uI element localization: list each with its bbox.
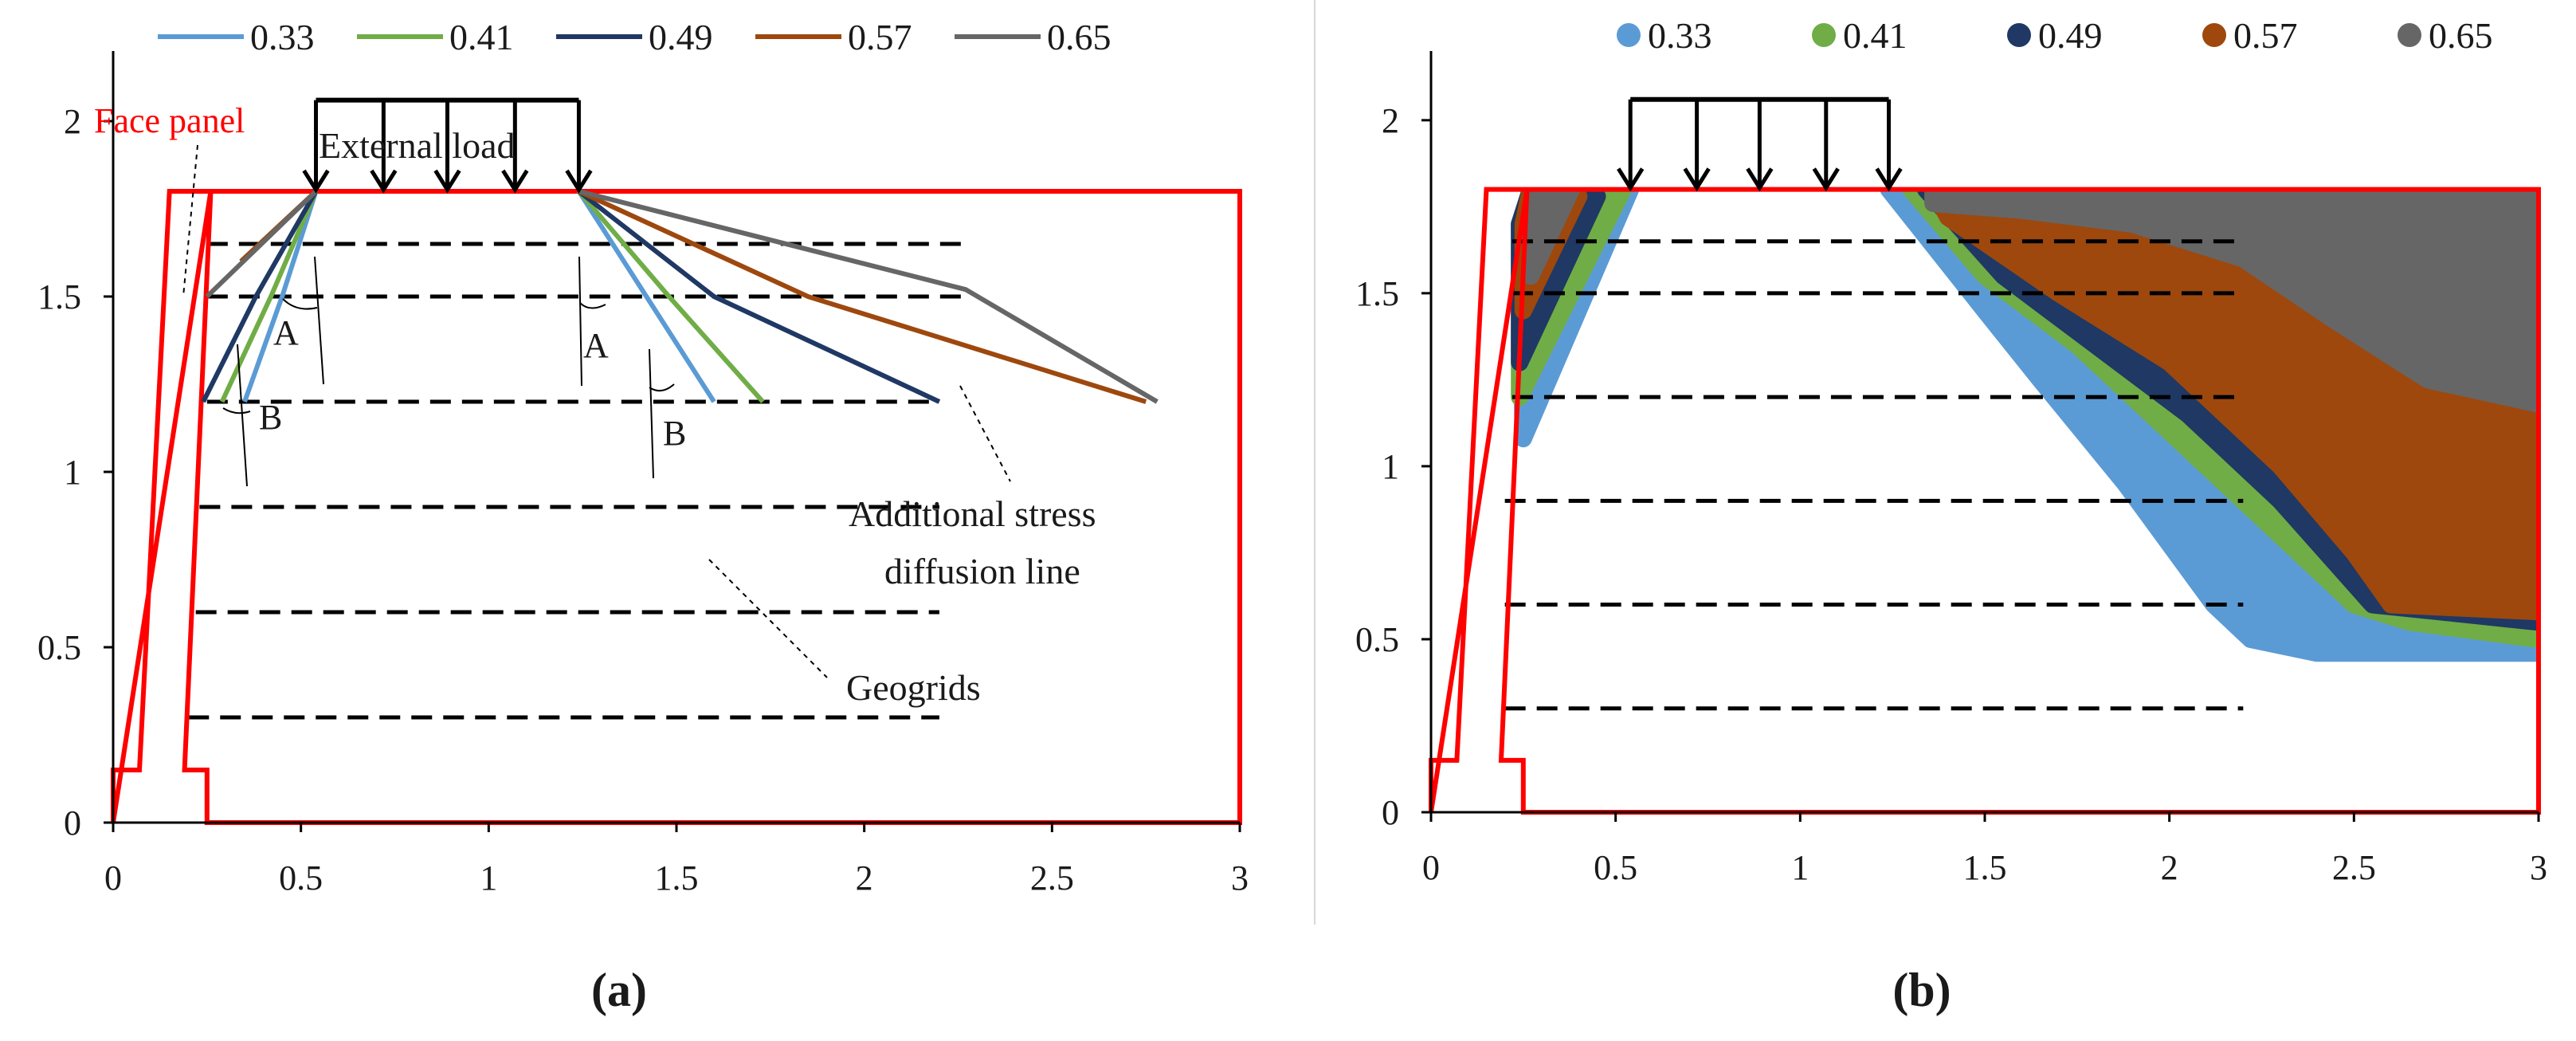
x-tick-label: 3 bbox=[2530, 848, 2547, 887]
x-tick-label: 2 bbox=[856, 858, 873, 898]
legend-swatch bbox=[1812, 23, 1836, 47]
legend-item-041: 0.41 bbox=[1812, 15, 1907, 56]
diffusion-line-041-left bbox=[219, 190, 319, 403]
angle-b-left-ref bbox=[237, 344, 248, 487]
x-tick-label: 0 bbox=[104, 858, 122, 898]
legend-swatch bbox=[2398, 23, 2421, 47]
diffusion-line-033-left bbox=[242, 191, 319, 403]
additional-stress-leader bbox=[959, 385, 1011, 482]
x-tick-label: 1 bbox=[480, 858, 497, 898]
diffusion-line-065-left bbox=[205, 189, 318, 299]
angle-b-right-arc bbox=[649, 383, 675, 392]
face-panel-leader bbox=[182, 144, 198, 297]
angle-a-right: A bbox=[583, 326, 609, 365]
legend-b: 0.33 0.41 0.49 0.57 0.65 bbox=[1617, 15, 2493, 56]
x-tick-label: 1.5 bbox=[1963, 848, 2007, 887]
y-tick-label: 1 bbox=[1382, 447, 1399, 486]
legend-label: 0.33 bbox=[250, 17, 315, 57]
legend-swatch bbox=[1617, 23, 1641, 47]
legend-label: 0.33 bbox=[1648, 15, 1712, 56]
x-tick-label: 0.5 bbox=[1594, 848, 1637, 887]
y-tick-label: 1.5 bbox=[1355, 274, 1399, 313]
legend-label: 0.49 bbox=[649, 17, 713, 57]
angle-a-left-ref bbox=[314, 256, 324, 385]
diffusion-line-041-right bbox=[577, 190, 765, 403]
diffusion-line-065-right bbox=[578, 189, 1159, 404]
angle-b-right: B bbox=[663, 414, 686, 453]
axes-b: 0 0.5 1 1.5 2 2.5 3 0 0.5 1 1.5 2 bbox=[1355, 51, 2547, 887]
legend-item-049: 0.49 bbox=[556, 17, 713, 57]
plot-a: 0 0.5 1 1.5 2 2.5 3 0 0.5 1 1.5 2 bbox=[37, 51, 1249, 898]
panel-b: 0.33 0.41 0.49 0.57 0.65 0 0.5 1 1.5 2 2.5 3 0 0.5 1 1… bbox=[1355, 15, 2547, 1016]
plot-b: 0 0.5 1 1.5 2 2.5 3 0 0.5 1 1.5 2 bbox=[1355, 51, 2547, 887]
additional-stress-label-line1: Additional stress bbox=[849, 493, 1096, 534]
angle-a-right-arc bbox=[579, 302, 606, 309]
legend-item-057: 0.57 bbox=[2202, 15, 2298, 56]
x-tick-label: 0 bbox=[1422, 848, 1440, 887]
y-tick-label: 1 bbox=[64, 453, 81, 492]
legend-item-041: 0.41 bbox=[357, 17, 514, 57]
x-tick-label: 0.5 bbox=[279, 858, 323, 898]
legend-item-065: 0.65 bbox=[2398, 15, 2493, 56]
angle-a-left-arc bbox=[282, 298, 318, 310]
diffusion-line-033-right bbox=[576, 190, 716, 403]
angle-b-left: B bbox=[259, 398, 282, 437]
y-tick-label: 0.5 bbox=[37, 628, 81, 667]
geogrids-leader bbox=[708, 559, 828, 678]
x-tick-label: 2 bbox=[2161, 848, 2178, 887]
legend-label: 0.57 bbox=[2233, 15, 2298, 56]
scatter-zone-065-right bbox=[1924, 189, 2539, 413]
y-tick-label: 2 bbox=[1382, 101, 1399, 140]
diffusion-line-049-left bbox=[201, 190, 319, 403]
additional-stress-label-line2: diffusion line bbox=[884, 551, 1080, 591]
legend-label: 0.65 bbox=[2429, 15, 2493, 56]
legend-label: 0.49 bbox=[2038, 15, 2103, 56]
legend-swatch bbox=[2007, 23, 2031, 47]
y-tick-label: 0 bbox=[64, 803, 81, 843]
legend-swatch bbox=[2202, 23, 2226, 47]
diffusion-line-057-right bbox=[578, 189, 1147, 404]
diffusion-line-049-right bbox=[577, 189, 941, 404]
axes-a: 0 0.5 1 1.5 2 2.5 3 0 0.5 1 1.5 2 bbox=[37, 51, 1249, 898]
y-tick-label: 0.5 bbox=[1355, 620, 1399, 659]
x-tick-label: 3 bbox=[1231, 858, 1249, 898]
legend-item-033: 0.33 bbox=[1617, 15, 1712, 56]
face-panel-label: Face panel bbox=[94, 101, 245, 140]
legend-item-057: 0.57 bbox=[755, 17, 912, 57]
legend-item-049: 0.49 bbox=[2007, 15, 2103, 56]
y-tick-label: 2 bbox=[64, 102, 81, 141]
y-tick-label: 1.5 bbox=[37, 277, 81, 316]
legend-label: 0.57 bbox=[848, 17, 912, 57]
legend-label: 0.65 bbox=[1047, 17, 1112, 57]
external-load-arrows bbox=[1617, 96, 1903, 192]
angle-a-right-ref bbox=[578, 256, 582, 387]
legend-label: 0.41 bbox=[449, 17, 514, 57]
external-load-label: External load bbox=[319, 125, 516, 166]
x-tick-label: 2.5 bbox=[2332, 848, 2376, 887]
legend-item-033: 0.33 bbox=[158, 17, 315, 57]
y-tick-label: 0 bbox=[1382, 793, 1399, 832]
geogrids-label: Geogrids bbox=[846, 667, 981, 708]
legend-a: 0.33 0.41 0.49 0.57 0.65 bbox=[158, 17, 1112, 57]
scatter-zones bbox=[1511, 189, 2539, 662]
angle-b-right-ref bbox=[649, 348, 654, 479]
panel-a: 0.33 0.41 0.49 0.57 0.65 0 0.5 1 1.5 2 2.5 3 0 0.5 1 1… bbox=[37, 17, 1249, 1016]
external-load-arrows bbox=[302, 97, 593, 194]
angle-b-left-arc bbox=[222, 407, 251, 414]
x-tick-label: 1.5 bbox=[655, 858, 699, 898]
legend-item-065: 0.65 bbox=[955, 17, 1112, 57]
angle-a-left: A bbox=[273, 313, 299, 352]
x-tick-label: 2.5 bbox=[1030, 858, 1074, 898]
caption-b: (b) bbox=[1892, 964, 1951, 1016]
x-tick-label: 1 bbox=[1791, 848, 1809, 887]
annotations-a: Face panel External load Additional stre… bbox=[94, 101, 1096, 708]
legend-label: 0.41 bbox=[1843, 15, 1907, 56]
caption-a: (a) bbox=[591, 964, 647, 1016]
